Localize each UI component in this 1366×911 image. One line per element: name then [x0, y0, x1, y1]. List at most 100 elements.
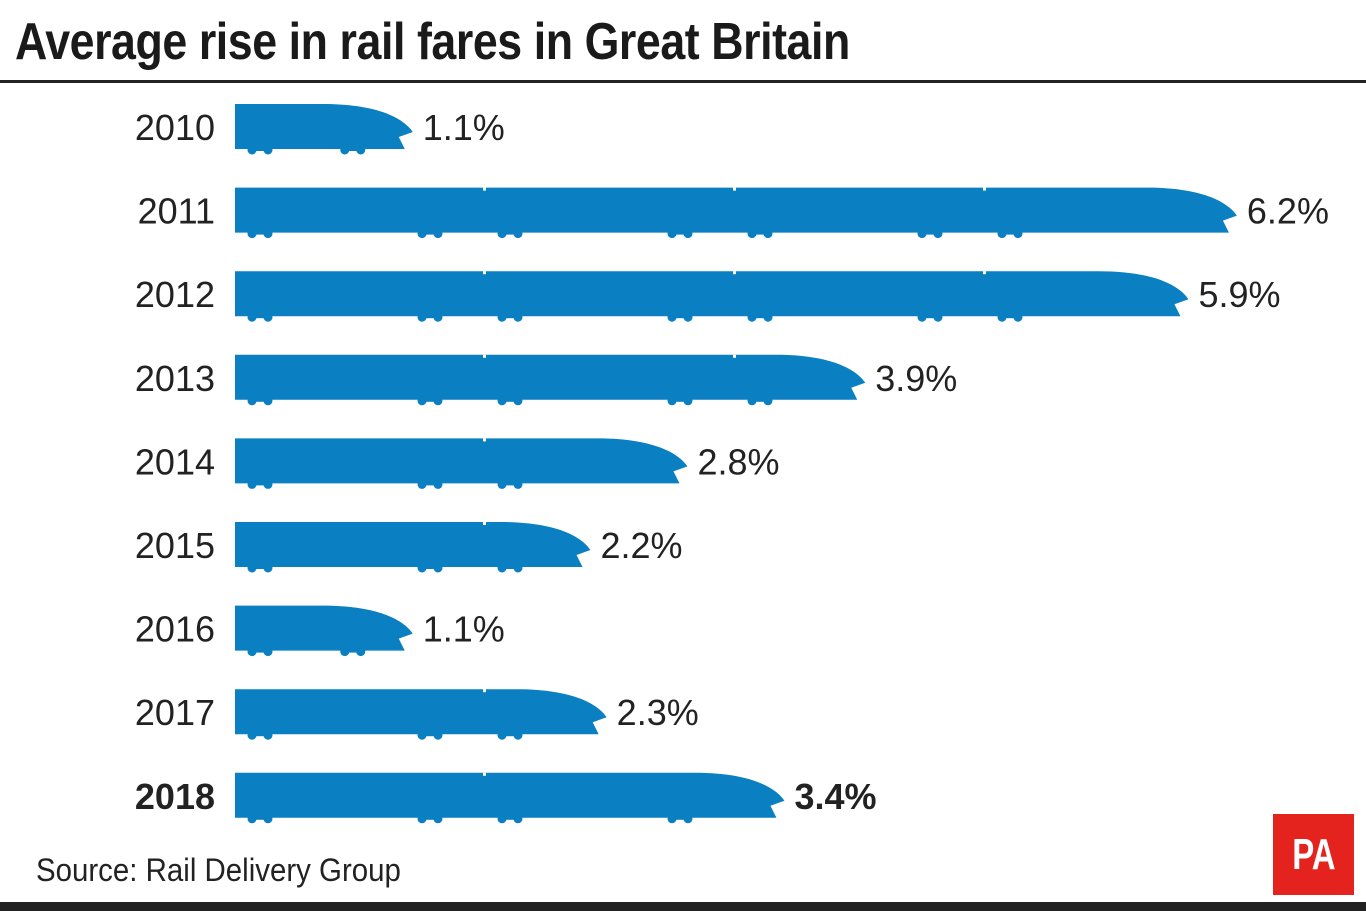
- wheel: [247, 145, 257, 155]
- wheel: [497, 312, 507, 322]
- value-label: 3.9%: [875, 358, 957, 399]
- bogie-bar: [250, 315, 270, 319]
- year-label: 2012: [135, 274, 215, 315]
- wheel: [667, 396, 677, 406]
- bogie-bar: [670, 398, 690, 402]
- wheel: [263, 647, 273, 657]
- bogie-bar: [920, 315, 940, 319]
- bogie-bar: [250, 566, 270, 569]
- bogie-bar: [420, 231, 440, 235]
- train-bar-2010: [235, 104, 413, 155]
- wheel: [433, 396, 443, 406]
- wheel: [513, 479, 523, 489]
- wheel: [433, 479, 443, 489]
- bogie-bar: [750, 398, 770, 402]
- car-joint: [483, 689, 486, 693]
- car-joint: [483, 354, 486, 358]
- wheel: [417, 814, 427, 824]
- car-joint: [733, 187, 736, 191]
- bogie-bar: [1000, 231, 1020, 235]
- wheel: [763, 312, 773, 322]
- train-bar-2015: [235, 522, 591, 573]
- car-joint: [483, 772, 486, 776]
- wheel: [263, 479, 273, 489]
- wheel: [263, 312, 273, 322]
- train-body: [235, 772, 785, 818]
- value-label: 1.1%: [423, 609, 505, 650]
- title-divider: [0, 80, 1366, 83]
- value-label: 2.2%: [601, 525, 683, 566]
- wheel: [683, 396, 693, 406]
- wheel: [247, 647, 257, 657]
- bogie-bar: [420, 398, 440, 402]
- bogie-bar: [500, 231, 520, 235]
- wheel: [263, 730, 273, 740]
- wheel: [263, 396, 273, 406]
- wheel: [247, 396, 257, 406]
- wheel: [747, 312, 757, 322]
- value-label: 3.4%: [794, 776, 876, 817]
- wheel: [1013, 312, 1023, 322]
- car-joint: [483, 438, 486, 442]
- value-label: 2.8%: [697, 441, 779, 482]
- year-label: 2011: [138, 191, 215, 232]
- car-joint: [483, 522, 486, 525]
- wheel: [997, 312, 1007, 322]
- wheel: [667, 814, 677, 824]
- train-bar-2013: [235, 354, 866, 406]
- wheel: [497, 229, 507, 239]
- bogie-bar: [250, 148, 270, 151]
- train-bar-2011: [235, 187, 1237, 239]
- value-label: 1.1%: [423, 107, 505, 148]
- wheel: [247, 814, 257, 824]
- wheel: [933, 312, 943, 322]
- wheel: [247, 479, 257, 489]
- year-label: 2014: [135, 441, 215, 482]
- wheel: [683, 814, 693, 824]
- bogie-bar: [420, 315, 440, 319]
- train-bar-2017: [235, 689, 607, 740]
- wheel: [433, 229, 443, 239]
- bogie-bar: [920, 231, 940, 235]
- wheel: [497, 479, 507, 489]
- wheel: [667, 229, 677, 239]
- car-joint: [733, 354, 736, 358]
- bogie-bar: [500, 315, 520, 319]
- bogie-bar: [750, 231, 770, 235]
- wheel: [263, 145, 273, 155]
- value-label: 6.2%: [1247, 191, 1329, 232]
- wheel: [263, 814, 273, 824]
- bogie-bar: [670, 231, 690, 235]
- bogie-bar: [500, 482, 520, 486]
- value-label: 2.3%: [617, 692, 699, 733]
- wheel: [263, 563, 273, 573]
- wheel: [683, 312, 693, 322]
- year-label: 2010: [135, 107, 215, 148]
- wheel: [247, 229, 257, 239]
- bogie-bar: [500, 816, 520, 820]
- wheel: [667, 312, 677, 322]
- wheel: [763, 229, 773, 239]
- wheel: [513, 814, 523, 824]
- wheel: [933, 229, 943, 239]
- value-label: 5.9%: [1198, 274, 1280, 315]
- bogie-bar: [420, 566, 440, 569]
- bogie-bar: [500, 733, 520, 737]
- bottom-divider: [0, 902, 1366, 911]
- bogie-bar: [670, 816, 690, 820]
- wheel: [433, 563, 443, 573]
- bogie-bar: [500, 398, 520, 402]
- car-joint: [983, 187, 986, 191]
- wheel: [417, 396, 427, 406]
- bogie-bar: [250, 816, 270, 820]
- wheel: [433, 730, 443, 740]
- train-bar-2014: [235, 438, 688, 489]
- year-label: 2015: [135, 525, 215, 566]
- chart-title: Average rise in rail fares in Great Brit…: [15, 13, 850, 71]
- train-body: [235, 271, 1189, 317]
- bogie-bar: [250, 482, 270, 486]
- train-body: [235, 438, 688, 484]
- wheel: [513, 396, 523, 406]
- year-label: 2018: [135, 776, 215, 817]
